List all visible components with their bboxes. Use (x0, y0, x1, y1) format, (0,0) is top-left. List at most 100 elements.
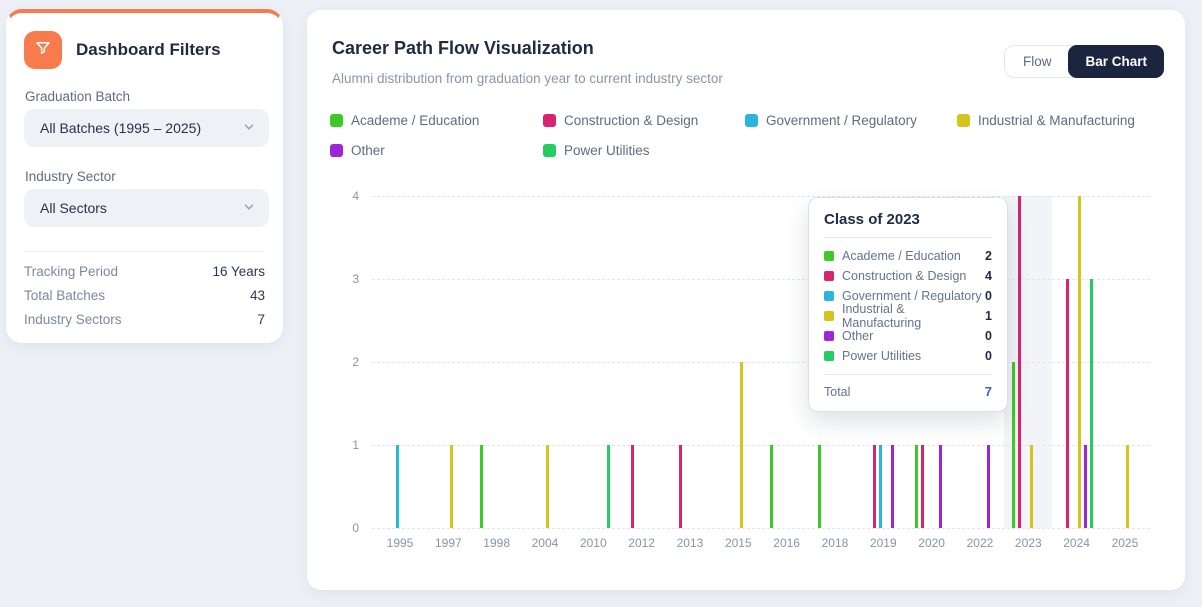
stat-label: Tracking Period (24, 264, 119, 279)
industry-sector-value: All Sectors (40, 200, 107, 216)
bar-2020-other[interactable] (939, 445, 943, 528)
tooltip-swatch-icon (824, 311, 834, 321)
bar-2019-construction-design[interactable] (872, 445, 876, 528)
stat-row: Tracking Period 16 Years (24, 263, 265, 280)
y-axis-tick: 3 (352, 272, 359, 286)
x-axis-label: 2013 (676, 536, 704, 550)
chevron-down-icon (243, 120, 255, 136)
gridline (372, 196, 1150, 197)
tooltip-row-value: 2 (985, 249, 992, 263)
bar-2012-construction-design[interactable] (631, 445, 635, 528)
tooltip-swatch-icon (824, 331, 834, 341)
x-axis-label: 1997 (434, 536, 462, 550)
bar-2020-construction-design[interactable] (921, 445, 925, 528)
x-axis-label: 2004 (531, 536, 559, 550)
legend-label: Government / Regulatory (766, 113, 917, 128)
bar-2024-power-utilities[interactable] (1090, 279, 1094, 528)
tooltip-title: Class of 2023 (824, 211, 920, 228)
bar-2023-academe-education[interactable] (1011, 362, 1015, 528)
bar-2013-construction-design[interactable] (679, 445, 683, 528)
bar-2022-other[interactable] (987, 445, 991, 528)
bar-2023-construction-design[interactable] (1017, 196, 1021, 528)
tooltip-row: Government / Regulatory 0 (824, 286, 992, 306)
tooltip-row: Construction & Design 4 (824, 266, 992, 286)
bar-2023-industrial-manufacturing[interactable] (1029, 445, 1033, 528)
tooltip-row: Other 0 (824, 326, 992, 346)
legend-label: Other (351, 143, 385, 158)
graduation-batch-select[interactable]: All Batches (1995 – 2025) (24, 109, 269, 147)
legend-label: Power Utilities (564, 143, 650, 158)
x-axis-label: 1998 (483, 536, 510, 550)
x-axis-label: 2024 (1063, 536, 1090, 550)
bar-1997-industrial-manufacturing[interactable] (449, 445, 453, 528)
chart-card: Career Path Flow Visualization Alumni di… (307, 10, 1185, 590)
filter-icon-badge (24, 31, 62, 69)
toggle-bar-chart[interactable]: Bar Chart (1068, 45, 1164, 78)
bar-2010-power-utilities[interactable] (606, 445, 610, 528)
gridline (372, 362, 1150, 363)
bar-2018-academe-education[interactable] (818, 445, 822, 528)
tooltip-swatch-icon (824, 351, 834, 361)
legend-item[interactable]: Academe / Education (330, 113, 543, 128)
legend-item[interactable]: Power Utilities (543, 143, 745, 158)
bar-2019-other[interactable] (890, 445, 894, 528)
bar-1998-academe-education[interactable] (480, 445, 484, 528)
x-axis-label: 2016 (773, 536, 800, 550)
stat-row: Total Batches 43 (24, 287, 265, 304)
tooltip-row-label: Industrial & Manufacturing (842, 302, 922, 330)
tooltip-row-label: Power Utilities (842, 349, 922, 363)
tooltip-row-value: 0 (985, 349, 992, 363)
x-axis-label: 2018 (821, 536, 849, 550)
toggle-flow[interactable]: Flow (1005, 46, 1070, 77)
stat-value: 7 (257, 312, 265, 327)
tooltip-row-label: Construction & Design (842, 269, 967, 283)
x-axis-label: 2019 (869, 536, 897, 550)
tooltip-total-value: 7 (984, 384, 992, 399)
industry-sector-label: Industry Sector (25, 169, 116, 184)
tooltip-row-value: 0 (985, 289, 992, 303)
tooltip-swatch-icon (824, 291, 834, 301)
legend-swatch-icon (745, 114, 758, 127)
bar-2020-academe-education[interactable] (915, 445, 919, 528)
bar-2004-industrial-manufacturing[interactable] (546, 445, 550, 528)
tooltip-total-row: Total 7 (824, 374, 992, 399)
tooltip-swatch-icon (824, 251, 834, 261)
bar-2024-other[interactable] (1084, 445, 1088, 528)
legend-item[interactable]: Construction & Design (543, 113, 745, 128)
y-axis-tick: 2 (352, 355, 359, 369)
y-axis-tick: 1 (352, 438, 359, 452)
tooltip-row-value: 1 (985, 309, 992, 323)
tooltip-row: Power Utilities 0 (824, 346, 992, 366)
bar-2016-academe-education[interactable] (770, 445, 774, 528)
bar-2024-industrial-manufacturing[interactable] (1078, 196, 1082, 528)
funnel-icon (34, 39, 52, 62)
legend-swatch-icon (543, 114, 556, 127)
bar-2015-industrial-manufacturing[interactable] (739, 362, 743, 528)
stat-row: Industry Sectors 7 (24, 311, 265, 328)
view-toggle: Flow Bar Chart (1003, 45, 1164, 78)
legend-swatch-icon (957, 114, 970, 127)
legend-item[interactable]: Government / Regulatory (745, 113, 957, 128)
legend-item[interactable]: Other (330, 143, 543, 158)
x-axis-label: 2015 (724, 536, 752, 550)
legend-swatch-icon (543, 144, 556, 157)
x-axis-label: 1995 (386, 536, 414, 550)
legend-label: Industrial & Manufacturing (978, 113, 1135, 128)
stat-value: 43 (249, 288, 265, 303)
legend-swatch-icon (330, 144, 343, 157)
graduation-batch-value: All Batches (1995 – 2025) (40, 120, 202, 136)
legend-item[interactable]: Industrial & Manufacturing (957, 113, 1135, 128)
bar-1995-government-regulatory[interactable] (395, 445, 399, 528)
gridline (372, 279, 1150, 280)
tooltip-row-label: Other (842, 329, 874, 343)
bar-2025-industrial-manufacturing[interactable] (1126, 445, 1130, 528)
sidebar-divider (24, 251, 265, 252)
tooltip-swatch-icon (824, 271, 834, 281)
chart-legend: Academe / Education Construction & Design… (330, 113, 1135, 158)
bar-2019-government-regulatory[interactable] (878, 445, 882, 528)
industry-sector-select[interactable]: All Sectors (24, 189, 269, 227)
dashboard-filters-panel: Dashboard Filters Graduation Batch All B… (6, 9, 283, 343)
bar-2024-construction-design[interactable] (1066, 279, 1070, 528)
stat-value: 16 Years (212, 264, 265, 279)
legend-swatch-icon (330, 114, 343, 127)
